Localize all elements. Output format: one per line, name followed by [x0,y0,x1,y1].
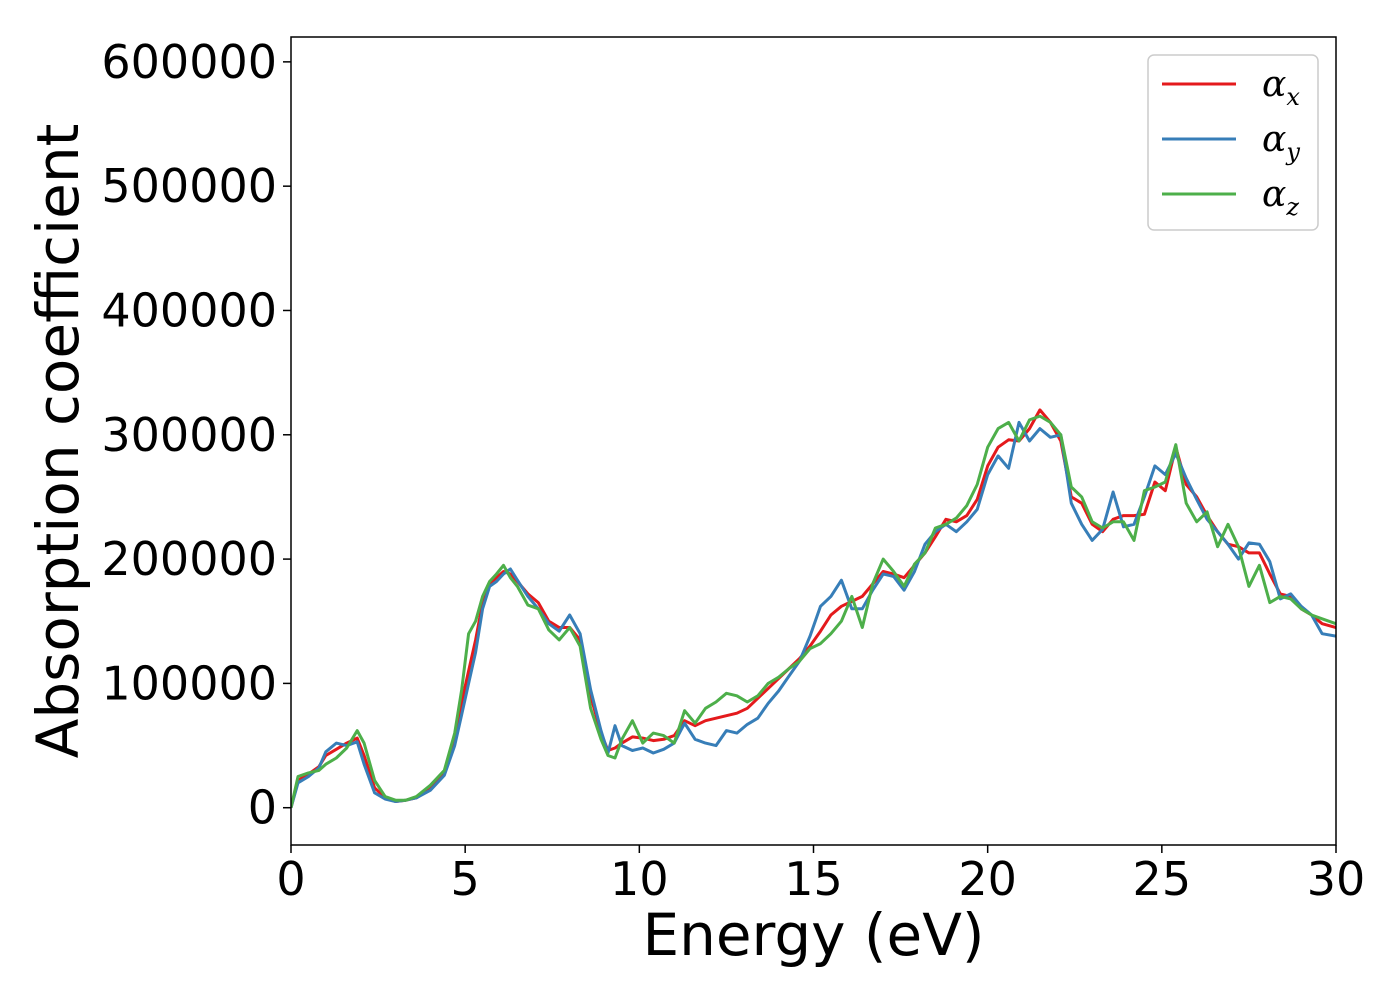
x-tick-label: 20 [958,852,1017,906]
x-tick-label: 15 [784,852,843,906]
x-tick-label: 30 [1307,852,1366,906]
y-tick-label: 200000 [101,532,277,586]
legend-label-x: αx [1262,64,1300,111]
x-tick-label: 0 [276,852,305,906]
ticks-layer: 0 5 10 15 20 25 30 0 100000 200000 300000 400000 500… [101,35,1365,906]
y-tick-label: 500000 [101,159,277,213]
x-tick-label: 25 [1133,852,1192,906]
series-line-y [291,420,1336,809]
y-axis-title: Absorption coefficient [24,124,92,759]
legend-box [1147,54,1319,231]
y-tick-label: 300000 [101,408,277,462]
series-layer [291,408,1336,809]
legend: αx αy αz [1147,54,1319,231]
legend-label-z: αz [1262,174,1299,221]
series-line-z [291,414,1336,809]
x-tick-label: 5 [451,852,480,906]
y-tick-label: 0 [248,781,277,835]
legend-label-y: αy [1262,119,1300,166]
x-tick-label: 10 [610,852,669,906]
y-tick-label: 400000 [101,283,277,337]
y-tick-label: 100000 [101,656,277,710]
y-tick-label: 600000 [101,35,277,89]
x-axis-title: Energy (eV) [642,901,984,969]
